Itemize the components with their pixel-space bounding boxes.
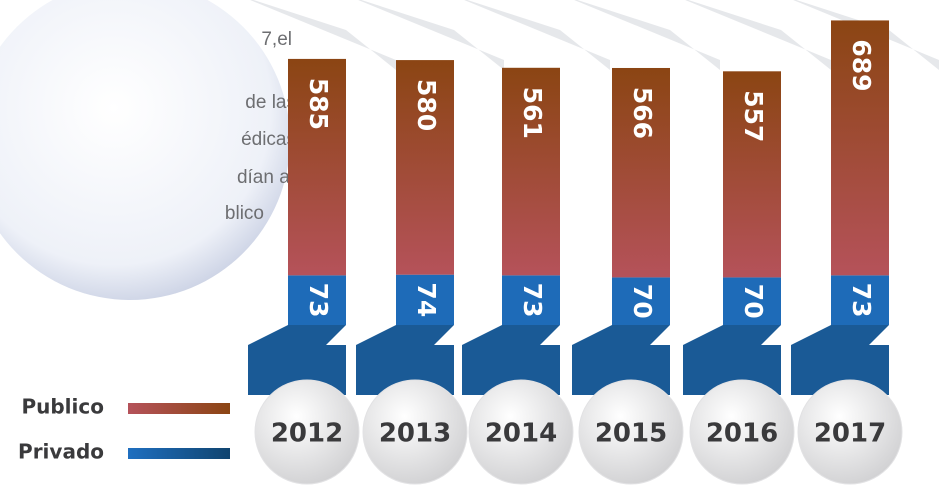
- connector: [683, 325, 781, 395]
- bar-segment: [288, 58, 346, 276]
- annotation: édicas: [241, 129, 296, 150]
- ribbon: [358, 0, 504, 70]
- annotation: blico: [225, 203, 264, 224]
- bar-segment: [612, 277, 670, 325]
- bar-segment: [502, 67, 560, 276]
- bar-segment: [288, 275, 346, 325]
- data-label: 74: [412, 282, 441, 317]
- legend-label: Publico: [21, 395, 104, 419]
- connector: [791, 325, 889, 395]
- x-tick-label: 2014: [485, 419, 557, 449]
- annotation: de las: [245, 92, 296, 113]
- connector: [462, 325, 560, 395]
- connector: [356, 325, 454, 395]
- bar-segment: [723, 277, 781, 325]
- connector: [248, 325, 346, 395]
- year-disc: [254, 379, 360, 485]
- year-disc: [797, 379, 903, 485]
- data-label: 585: [304, 78, 333, 130]
- bar-segment: [396, 60, 454, 275]
- data-label: 70: [628, 284, 657, 319]
- bar-segment: [831, 20, 889, 276]
- annotation: 7,el: [261, 29, 292, 50]
- ribbon: [685, 0, 831, 70]
- data-label: 73: [304, 283, 333, 318]
- bar-segment: [831, 275, 889, 325]
- x-tick-label: 2016: [706, 419, 778, 449]
- data-label: 73: [518, 283, 547, 318]
- ribbon: [574, 0, 720, 70]
- bubble: [0, 0, 290, 300]
- year-disc: [578, 379, 684, 485]
- x-tick-label: 2013: [379, 419, 451, 449]
- connector: [572, 325, 670, 395]
- legend-swatch: [128, 448, 230, 459]
- annotation: dían al: [237, 167, 294, 188]
- x-tick-label: 2015: [595, 419, 667, 449]
- ribbon: [464, 0, 610, 70]
- year-disc: [689, 379, 795, 485]
- data-label: 580: [412, 79, 441, 131]
- data-label: 689: [847, 39, 876, 91]
- data-label: 557: [739, 90, 768, 142]
- x-tick-label: 2017: [814, 419, 886, 449]
- bar-segment: [396, 274, 454, 325]
- year-disc: [468, 379, 574, 485]
- year-disc: [362, 379, 468, 485]
- bar-segment: [502, 275, 560, 325]
- x-tick-label: 2012: [271, 419, 343, 449]
- bar-segment: [723, 71, 781, 278]
- legend-swatch: [128, 403, 230, 414]
- legend-label: Privado: [18, 440, 104, 464]
- bar-segment: [612, 67, 670, 278]
- data-label: 566: [628, 87, 657, 139]
- data-label: 561: [518, 87, 547, 139]
- data-label: 73: [847, 283, 876, 318]
- data-label: 70: [739, 284, 768, 319]
